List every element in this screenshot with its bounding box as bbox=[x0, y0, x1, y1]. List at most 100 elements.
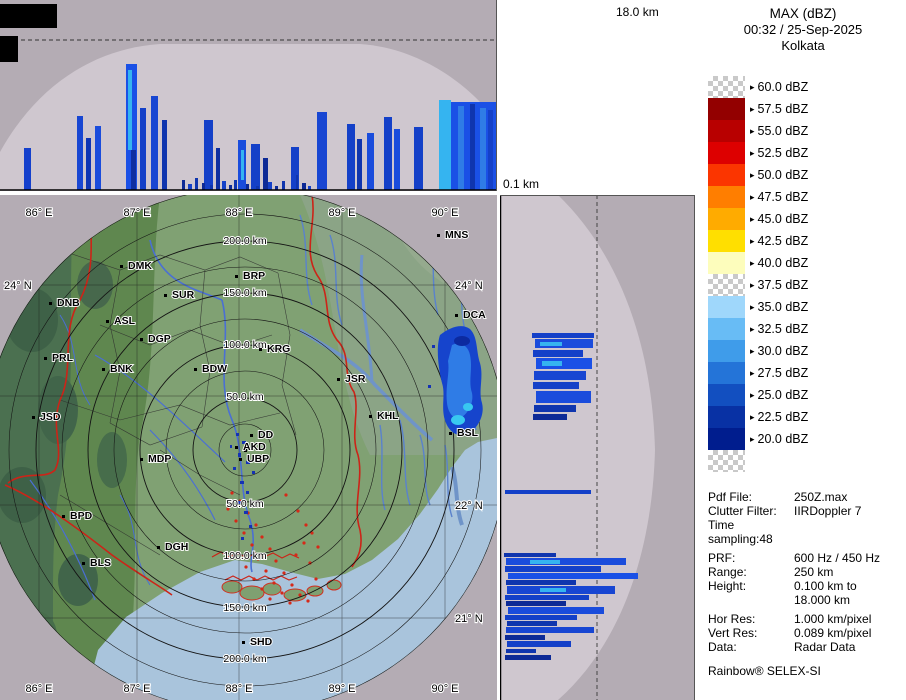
legend-entry: ▸ 37.5 dBZ bbox=[700, 274, 906, 296]
legend-entry: ▸ 27.5 dBZ bbox=[700, 362, 906, 384]
tick-arrow-icon: ▸ bbox=[750, 104, 755, 114]
city-label-BSL: BSL bbox=[457, 427, 479, 439]
lat-label: 24° N bbox=[4, 280, 32, 292]
echo-specks-center bbox=[230, 433, 261, 540]
tick-arrow-icon: ▸ bbox=[750, 324, 755, 334]
legend-swatch bbox=[708, 340, 745, 362]
echo-bar bbox=[151, 96, 158, 190]
legend-label: 40.0 dBZ bbox=[757, 256, 809, 270]
legend-label: 60.0 dBZ bbox=[757, 80, 809, 94]
echo-bar bbox=[533, 414, 567, 420]
legend-label: 57.5 dBZ bbox=[757, 102, 809, 116]
echo-bar bbox=[533, 382, 579, 389]
top-profile-panel[interactable] bbox=[0, 0, 497, 191]
echo-bar bbox=[540, 342, 562, 346]
echo-bar bbox=[458, 106, 464, 190]
lat-label: 24° N bbox=[455, 280, 483, 292]
legend-swatch bbox=[708, 450, 745, 472]
meta-label: Range: bbox=[708, 565, 747, 579]
lon-label: 89° E bbox=[328, 207, 355, 219]
legend-label: 52.5 dBZ bbox=[757, 146, 809, 160]
legend-swatch bbox=[708, 296, 745, 318]
city-label-KRG: KRG bbox=[267, 343, 290, 355]
city-label-UBP: UBP bbox=[247, 453, 269, 465]
echo-bar bbox=[282, 181, 285, 190]
city-label-DNB: DNB bbox=[57, 297, 80, 309]
legend-entry: ▸ 25.0 dBZ bbox=[700, 384, 906, 406]
ui-chip bbox=[0, 4, 57, 28]
echo-bar bbox=[508, 607, 604, 614]
legend-label: 55.0 dBZ bbox=[757, 124, 809, 138]
echo-bar bbox=[505, 655, 551, 660]
legend-entry: ▸ 55.0 dBZ bbox=[700, 120, 906, 142]
echo-bar bbox=[506, 627, 594, 633]
tick-arrow-icon: ▸ bbox=[750, 148, 755, 158]
meta-value: 0.100 km to bbox=[794, 579, 857, 593]
top-echo-bars bbox=[24, 64, 497, 190]
city-dot bbox=[106, 320, 109, 323]
legend-swatch bbox=[708, 362, 745, 384]
metadata-panel: Pdf File: 250Z.max Clutter Filter: IIRDoppl… bbox=[700, 490, 906, 654]
city-label-BRP: BRP bbox=[243, 270, 265, 282]
legend-label: 50.0 dBZ bbox=[757, 168, 809, 182]
city-dot bbox=[369, 415, 372, 418]
meta-label: Hor Res: bbox=[708, 612, 756, 626]
lon-label: 88° E bbox=[225, 683, 252, 695]
meta-label: Pdf File: bbox=[708, 490, 753, 504]
city-dot bbox=[449, 432, 452, 435]
echo-bar bbox=[508, 573, 638, 579]
echo-bar bbox=[128, 70, 132, 150]
meta-value: 250 km bbox=[794, 565, 834, 579]
range-ring-label: 150.0 km bbox=[223, 287, 266, 299]
metadata-row: Time sampling:48 bbox=[700, 518, 906, 546]
legend-entry: ▸ 45.0 dBZ bbox=[700, 208, 906, 230]
city-dot bbox=[102, 368, 105, 371]
echo-bar bbox=[317, 112, 327, 190]
city-dot bbox=[250, 434, 253, 437]
echo-bar bbox=[534, 371, 586, 380]
legend-label: 32.5 dBZ bbox=[757, 322, 809, 336]
tick-arrow-icon: ▸ bbox=[750, 346, 755, 356]
legend-entry: ▸ 22.5 dBZ bbox=[700, 406, 906, 428]
legend-swatch bbox=[708, 164, 745, 186]
echo-bar bbox=[308, 186, 311, 190]
side-profile-panel[interactable] bbox=[500, 195, 695, 700]
tick-arrow-icon: ▸ bbox=[750, 170, 755, 180]
city-label-DMK: DMK bbox=[128, 260, 152, 272]
city-label-MNS: MNS bbox=[445, 229, 468, 241]
echo-bar bbox=[296, 175, 298, 190]
city-label-SUR: SUR bbox=[172, 289, 195, 301]
legend-label: 37.5 dBZ bbox=[757, 278, 809, 292]
tick-arrow-icon: ▸ bbox=[750, 214, 755, 224]
side-echo-bars bbox=[504, 333, 638, 660]
meta-value: IIRDoppler 7 bbox=[794, 504, 862, 518]
echo-bar bbox=[439, 100, 451, 190]
city-label-ASL: ASL bbox=[114, 315, 136, 327]
city-dot bbox=[157, 546, 160, 549]
city-dot bbox=[44, 357, 47, 360]
meta-label: PRF: bbox=[708, 551, 736, 565]
echo-bar bbox=[384, 117, 392, 190]
echo-bar bbox=[536, 391, 591, 403]
radar-map-canvas[interactable]: 200.0 km 150.0 km 100.0 km 50.0 km 50.0 km 10… bbox=[0, 195, 497, 700]
city-dot bbox=[82, 562, 85, 565]
echo-bar bbox=[302, 183, 306, 190]
city-label-BDW: BDW bbox=[202, 363, 227, 375]
echo-bar bbox=[140, 108, 146, 190]
lon-label: 87° E bbox=[123, 207, 150, 219]
rivers bbox=[29, 239, 254, 601]
tick-arrow-icon: ▸ bbox=[750, 258, 755, 268]
tick-arrow-icon: ▸ bbox=[750, 236, 755, 246]
tick-arrow-icon: ▸ bbox=[750, 368, 755, 378]
range-ring-labels: 200.0 km 150.0 km 100.0 km 50.0 km 50.0 km 10… bbox=[222, 234, 267, 666]
echo-bar bbox=[202, 183, 205, 190]
lat-label: 22° N bbox=[455, 500, 483, 512]
city-label-PRL: PRL bbox=[52, 352, 74, 364]
echo-bar bbox=[505, 566, 601, 572]
metadata-row: Pdf File: 250Z.max bbox=[700, 490, 906, 504]
echo-bar bbox=[504, 553, 556, 557]
legend-entry: ▸ 57.5 dBZ bbox=[700, 98, 906, 120]
legend-label: 22.5 dBZ bbox=[757, 410, 809, 424]
echo-bar bbox=[506, 649, 536, 653]
legend-swatch bbox=[708, 120, 745, 142]
